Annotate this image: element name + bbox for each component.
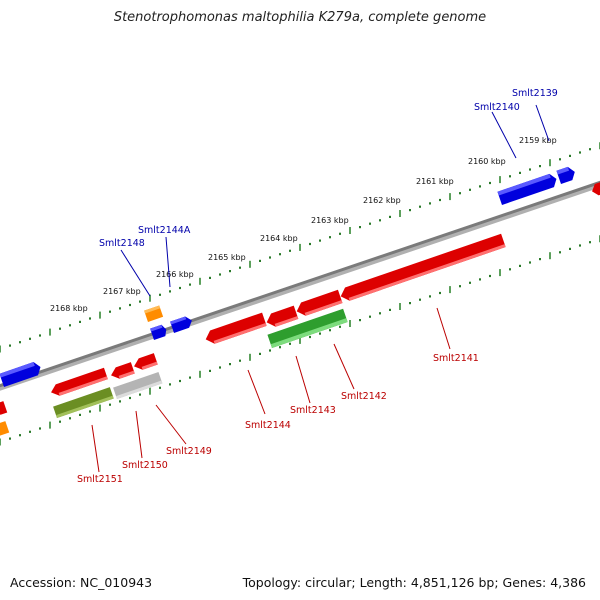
gene-edge-left-blue[interactable] — [0, 360, 43, 387]
gene-edge-left-orange[interactable] — [0, 421, 10, 437]
kbp-label-2159: 2159 kbp — [519, 136, 557, 145]
kbp-label-2161: 2161 kbp — [416, 177, 454, 186]
gene-labels: Smlt2139 Smlt2140 Smlt2144A Smlt2148 Sml… — [77, 88, 558, 485]
map-title: Stenotrophomonas maltophilia K279a, comp… — [113, 10, 487, 25]
label-smlt2148: Smlt2148 — [99, 238, 145, 249]
label-smlt2142: Smlt2142 — [341, 391, 387, 402]
kbp-label-2164: 2164 kbp — [260, 234, 298, 243]
leader-lines — [91, 104, 550, 473]
label-smlt2141: Smlt2141 — [433, 353, 479, 364]
gene-smlt2141[interactable] — [338, 233, 506, 303]
gene-smlt2149-b[interactable] — [132, 353, 158, 372]
label-smlt2149: Smlt2149 — [166, 446, 212, 457]
gene-smlt2143-b[interactable] — [264, 305, 299, 329]
gene-smlt2150[interactable] — [113, 372, 163, 399]
label-smlt2150: Smlt2150 — [122, 460, 168, 471]
gene-smlt2142[interactable] — [267, 308, 348, 348]
reverse-genes — [0, 233, 506, 437]
kbp-label-2167: 2167 kbp — [103, 287, 141, 296]
label-smlt2151: Smlt2151 — [77, 474, 123, 485]
ruler-upper — [0, 142, 600, 353]
kbp-label-2165: 2165 kbp — [208, 253, 246, 262]
ruler-lower — [0, 235, 600, 446]
genome-backbone — [0, 180, 600, 391]
gene-smlt2151-b[interactable] — [49, 367, 108, 398]
kbp-label-2163: 2163 kbp — [311, 216, 349, 225]
kbp-labels: 2159 kbp 2160 kbp 2161 kbp 2162 kbp 2163… — [50, 136, 557, 313]
kbp-label-2168: 2168 kbp — [50, 304, 88, 313]
gene-smlt2140[interactable] — [497, 172, 558, 205]
label-smlt2140: Smlt2140 — [474, 102, 520, 113]
gene-smlt2144[interactable] — [203, 312, 267, 346]
kbp-label-2162: 2162 kbp — [363, 196, 401, 205]
kbp-label-2166: 2166 kbp — [156, 270, 194, 279]
gene-smlt2143[interactable] — [294, 289, 343, 318]
forward-genes — [0, 166, 600, 387]
kbp-label-2160: 2160 kbp — [468, 157, 506, 166]
accession-text: Accession: NC_010943 — [10, 575, 153, 590]
gene-smlt2149[interactable] — [109, 362, 135, 381]
gene-smlt2144a-b[interactable] — [170, 315, 194, 333]
topology-summary: Topology: circular; Length: 4,851,126 bp… — [242, 575, 586, 590]
gene-edge-left-red[interactable] — [0, 401, 8, 417]
label-smlt2143: Smlt2143 — [290, 405, 336, 416]
label-smlt2144a: Smlt2144A — [138, 225, 191, 236]
label-smlt2139: Smlt2139 — [512, 88, 558, 99]
gene-smlt2151[interactable] — [53, 387, 114, 418]
label-smlt2144: Smlt2144 — [245, 420, 291, 431]
gene-edge-right[interactable] — [590, 179, 600, 197]
